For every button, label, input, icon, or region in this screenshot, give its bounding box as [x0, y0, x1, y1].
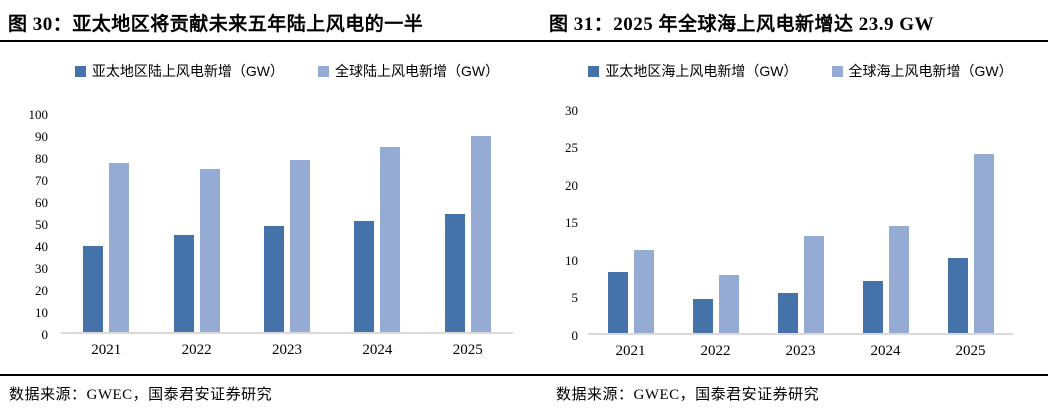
bar-2022-series-0 — [173, 235, 194, 332]
bar-2024-series-0 — [862, 280, 883, 333]
figure-31-source: 数据来源：GWEC，国泰君安证券研究 — [556, 387, 820, 403]
y-axis-tick-label: 0 — [571, 327, 579, 343]
x-axis-tick-label: 2021 — [91, 342, 122, 358]
bar-2025-series-1 — [973, 153, 994, 333]
y-axis-tick-label: 10 — [35, 304, 48, 320]
x-axis-line — [61, 332, 513, 334]
figure-30-panel: 图 30：亚太地区将贡献未来五年陆上风电的一半 亚太地区陆上风电新增（GW） 全… — [8, 14, 513, 403]
x-axis-tick-label: 2021 — [615, 343, 646, 359]
y-axis-tick-label: 25 — [565, 140, 578, 155]
legend-label: 全球海上风电新增（GW） — [848, 63, 1013, 79]
bar-2021-series-0 — [607, 271, 628, 333]
x-axis-tick-label: 2023 — [272, 342, 302, 358]
bar-2023-series-1 — [290, 160, 310, 332]
legend-label: 亚太地区陆上风电新增（GW） — [91, 63, 284, 79]
y-axis-tick-label: 50 — [35, 216, 48, 232]
bar-2024-series-1 — [888, 225, 909, 333]
y-axis-tick-label: 20 — [35, 282, 48, 298]
global-onshore-swatch-icon — [318, 65, 329, 77]
bar-2021-series-1 — [109, 162, 130, 332]
y-axis-tick-label: 60 — [35, 194, 48, 210]
legend-label: 亚太地区海上风电新增（GW） — [605, 63, 798, 79]
x-axis-tick-label: 2025 — [955, 343, 986, 359]
apac-offshore-swatch-icon — [588, 65, 600, 77]
bar-2022-series-1 — [199, 169, 220, 332]
y-axis-tick-label: 10 — [565, 252, 578, 268]
global-offshore-swatch-icon — [831, 65, 843, 77]
x-axis-tick-label: 2024 — [362, 342, 393, 358]
legend-item-apac-onshore: 亚太地区陆上风电新增（GW） — [74, 61, 284, 81]
bar-2021-series-1 — [633, 249, 654, 333]
onshore-wind-bar-chart: 0 10 20 30 40 50 60 70 80 90 100 2021 2022 2023 2024 20… — [29, 108, 513, 358]
y-axis-tick-label: 5 — [571, 290, 579, 305]
figure-30-source: 数据来源：GWEC，国泰君安证券研究 — [9, 387, 273, 403]
bar-2024-series-1 — [380, 147, 401, 332]
x-axis-tick-label: 2025 — [452, 342, 483, 358]
bar-2024-series-0 — [354, 220, 375, 332]
legend-label: 全球陆上风电新增（GW） — [335, 63, 500, 79]
x-axis-tick-label: 2022 — [181, 342, 212, 358]
bar-2023-series-0 — [777, 293, 798, 333]
figure-30-title: 图 30：亚太地区将贡献未来五年陆上风电的一半 — [8, 14, 424, 35]
source-divider-rule — [0, 374, 1048, 376]
bar-2022-series-0 — [692, 299, 713, 333]
y-axis-tick-label: 30 — [35, 260, 48, 276]
y-axis-tick-label: 15 — [565, 215, 578, 230]
y-axis-tick-label: 20 — [565, 177, 578, 193]
y-axis-tick-label: 80 — [35, 150, 48, 166]
figure-31-panel: 图 31：2025 年全球海上风电新增达 23.9 GW 亚太地区海上风电新增（… — [524, 0, 1048, 417]
legend-item-global-offshore: 全球海上风电新增（GW） — [831, 61, 1013, 81]
offshore-wind-bar-chart: 0 5 10 15 20 25 30 2021 2022 2023 2024 2025 — [565, 104, 1013, 359]
bar-2025-series-1 — [470, 136, 491, 332]
legend-item-global-onshore: 全球陆上风电新增（GW） — [318, 61, 499, 81]
x-axis-line — [588, 333, 1013, 335]
legend-item-apac-offshore: 亚太地区海上风电新增（GW） — [588, 61, 798, 81]
figure-31-title: 图 31：2025 年全球海上风电新增达 23.9 GW — [549, 14, 935, 35]
y-axis-tick-label: 40 — [35, 238, 48, 254]
bar-2021-series-0 — [83, 246, 104, 332]
title-underline-rule — [0, 40, 1048, 42]
y-axis-tick-label: 90 — [35, 128, 48, 144]
x-axis-tick-label: 2022 — [700, 343, 731, 359]
x-axis-tick-label: 2023 — [785, 343, 816, 359]
y-axis-tick-label: 30 — [565, 102, 578, 118]
y-axis-tick-label: 0 — [41, 326, 49, 342]
y-axis-tick-label: 70 — [35, 172, 48, 188]
x-axis-tick-label: 2024 — [870, 343, 901, 359]
bar-2023-series-1 — [803, 235, 824, 333]
bar-2025-series-0 — [444, 214, 465, 332]
apac-onshore-swatch-icon — [74, 65, 86, 77]
bar-2025-series-0 — [947, 258, 968, 333]
figure-30-legend: 亚太地区陆上风电新增（GW） 全球陆上风电新增（GW） — [61, 61, 513, 81]
figure-31-legend: 亚太地区海上风电新增（GW） 全球海上风电新增（GW） — [588, 61, 1013, 81]
bar-2022-series-1 — [718, 275, 739, 333]
y-axis-tick-label: 100 — [28, 106, 49, 122]
bar-2023-series-0 — [264, 226, 284, 332]
